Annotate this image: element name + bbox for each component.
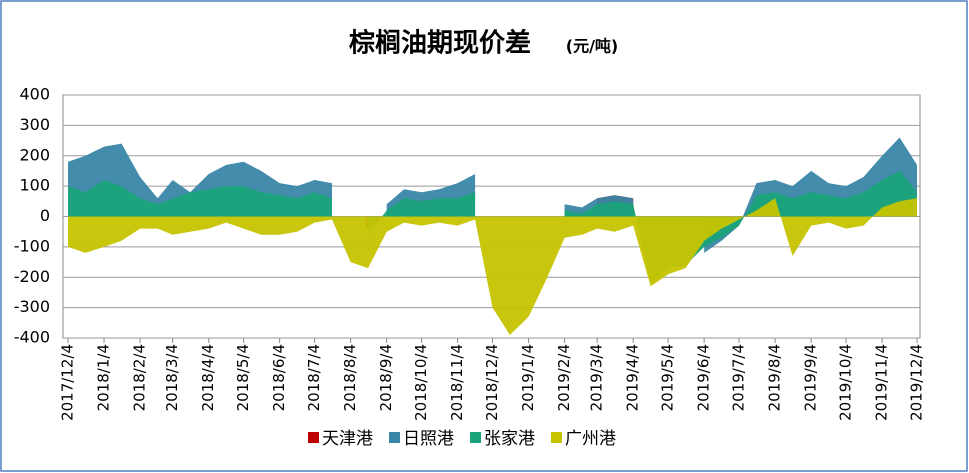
x-tick-label: 2018/10/4 <box>412 344 430 421</box>
x-tick-label: 2019/12/4 <box>908 344 926 421</box>
y-tick-label: -100 <box>14 236 50 255</box>
legend-swatch <box>551 432 562 443</box>
chart-title: 棕榈油期现价差 <box>349 28 531 59</box>
x-tick-label: 2019/2/4 <box>555 344 573 411</box>
y-tick-label: -200 <box>14 267 50 286</box>
legend-label: 广州港 <box>565 429 616 449</box>
x-tick-label: 2019/7/4 <box>730 344 748 411</box>
area <box>68 180 333 217</box>
x-tick-label: 2018/8/4 <box>341 344 359 411</box>
x-tick-label: 2018/2/4 <box>131 344 149 411</box>
x-tick-label: 2018/12/4 <box>483 344 501 421</box>
chart-unit: (元/吨) <box>566 37 618 56</box>
area <box>68 198 917 335</box>
x-tick-label: 2019/1/4 <box>519 344 537 411</box>
x-tick-label: 2019/5/4 <box>659 344 677 411</box>
y-tick-label: 400 <box>19 85 50 104</box>
x-tick-label: 2019/8/4 <box>766 344 784 411</box>
legend-label: 天津港 <box>322 429 373 449</box>
x-tick-label: 2018/4/4 <box>199 344 217 411</box>
y-tick-label: 200 <box>19 145 50 164</box>
y-tick-label: -400 <box>14 328 50 347</box>
legend-swatch <box>308 432 319 443</box>
x-tick-label: 2018/7/4 <box>305 344 323 411</box>
y-tick-label: 0 <box>40 206 50 225</box>
x-tick-label: 2018/9/4 <box>377 344 395 411</box>
area <box>368 192 476 235</box>
legend-label: 张家港 <box>484 429 535 449</box>
x-tick-label: 2019/4/4 <box>624 344 642 411</box>
legend-label: 日照港 <box>403 429 454 449</box>
y-tick-label: 100 <box>19 176 50 195</box>
x-tick-label: 2018/11/4 <box>448 344 466 421</box>
x-tick-label: 2018/6/4 <box>270 344 288 411</box>
y-tick-label: -300 <box>14 297 50 316</box>
x-tick-label: 2019/10/4 <box>837 344 855 421</box>
y-tick-label: 300 <box>19 115 50 134</box>
x-tick-label: 2019/11/4 <box>873 344 891 421</box>
legend-swatch <box>389 432 400 443</box>
x-tick-label: 2018/3/4 <box>163 344 181 411</box>
x-tick-label: 2019/3/4 <box>588 344 606 411</box>
x-tick-label: 2018/1/4 <box>95 344 113 411</box>
x-tick-label: 2018/5/4 <box>234 344 252 411</box>
x-tick-label: 2019/6/4 <box>695 344 713 411</box>
legend-swatch <box>470 432 481 443</box>
x-tick-label: 2017/12/4 <box>59 344 77 421</box>
x-tick-label: 2019/9/4 <box>802 344 820 411</box>
